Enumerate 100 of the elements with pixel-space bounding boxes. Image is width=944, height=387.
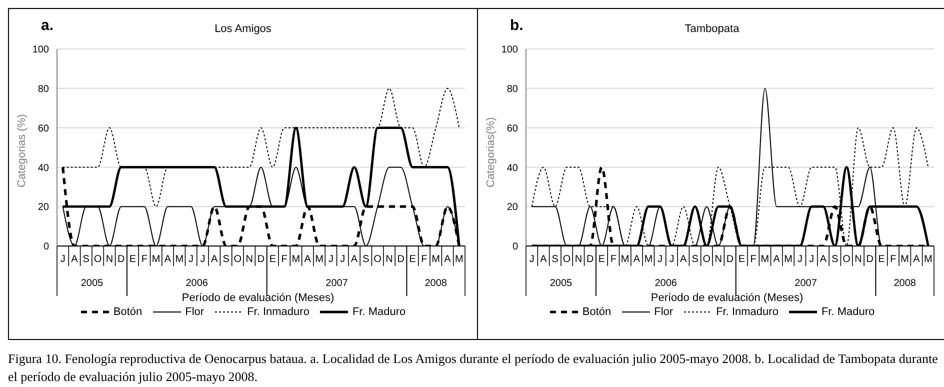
x-tick-label: F [141, 254, 148, 265]
x-tick-label: A [680, 254, 688, 265]
x-tick-label: A [350, 254, 358, 265]
legend-label: Fr. Inmaduro [246, 306, 310, 318]
y-axis-title: Categorias (%) [16, 114, 28, 188]
y-tick-label: 0 [43, 242, 50, 253]
x-tick-label: F [610, 254, 616, 265]
y-tick-label: 80 [506, 84, 518, 95]
text: 2008 [424, 278, 448, 289]
x-tick-label: A [633, 254, 640, 265]
y-tick-label: 100 [501, 44, 518, 56]
x-tick-label: S [362, 254, 370, 265]
y-axis-title: Categorias(%) [484, 117, 497, 188]
x-tick-label: M [900, 254, 910, 265]
x-tick-label: A [211, 254, 218, 265]
x-tick-label: M [620, 254, 630, 265]
x-axis-title: Período de evaluación (Meses) [650, 292, 804, 304]
x-tick-label: M [455, 254, 464, 265]
chart-title: Los Amigos [214, 23, 272, 35]
legend-label: Fr. Maduro [820, 306, 875, 318]
x-tick-label: J [658, 254, 663, 265]
text: Figura 10. Fenología reproductiva de Oenocarpus bataua. a. Localidad de Los Amigos durante el período de evaluación julio 2005-mayo 2008. b. Localidad de Tambopata durante el período de evaluación julio 2005-mayo 2008. [8, 350, 938, 386]
x-tick-label: J [188, 254, 194, 265]
x-tick-label: M [924, 254, 932, 265]
x-tick-label: E [409, 254, 416, 265]
x-tick-label: E [129, 254, 136, 265]
x-tick-label: D [257, 254, 265, 265]
legend-label: Botón [581, 306, 612, 318]
y-tick-label: 20 [38, 202, 50, 214]
x-tick-label: E [269, 254, 276, 265]
text: 2006 [654, 278, 678, 289]
x-tick-label: N [854, 254, 862, 265]
x-tick-label: A [304, 254, 312, 265]
x-tick-label: M [292, 254, 300, 265]
y-tick-label: 60 [506, 123, 518, 134]
x-tick-label: J [200, 254, 206, 265]
x-tick-label: F [281, 254, 288, 265]
x-tick-label: A [540, 254, 548, 265]
x-tick-label: J [60, 254, 66, 265]
x-tick-label: N [386, 254, 393, 265]
text: a. [41, 17, 54, 34]
x-tick-label: O [562, 254, 571, 265]
x-axis-title: Período de evaluación (Meses) [180, 292, 336, 304]
x-tick-label: J [669, 254, 674, 265]
x-tick-label: S [82, 254, 90, 265]
y-tick-label: 60 [38, 123, 50, 134]
x-tick-label: N [106, 254, 114, 265]
y-tick-label: 0 [512, 242, 518, 253]
text: 2007 [794, 278, 818, 289]
x-tick-label: A [773, 254, 780, 265]
x-tick-label: O [842, 254, 851, 265]
text: 2008 [894, 278, 916, 289]
x-tick-label: A [444, 254, 452, 265]
x-tick-label: A [820, 254, 827, 265]
x-tick-label: A [71, 254, 78, 265]
x-tick-label: J [809, 254, 814, 265]
x-tick-label: D [866, 254, 874, 265]
text: 2006 [186, 278, 208, 289]
text: b. [510, 17, 524, 34]
legend-label: Fr. Maduro [351, 306, 406, 318]
x-tick-label: J [529, 254, 534, 265]
text: 2005 [80, 278, 104, 289]
x-tick-label: D [397, 254, 405, 265]
x-tick-label: M [152, 254, 160, 265]
x-tick-label: S [692, 254, 699, 265]
x-tick-label: M [432, 254, 440, 265]
x-tick-label: S [222, 254, 230, 265]
x-tick-label: D [586, 254, 594, 265]
x-tick-label: E [878, 254, 886, 265]
x-tick-label: N [574, 254, 582, 265]
x-tick-label: J [340, 254, 346, 265]
text: 2005 [550, 278, 573, 289]
x-tick-label: N [714, 254, 722, 265]
x-tick-label: A [164, 254, 172, 265]
legend-label: Botón [112, 306, 142, 318]
x-tick-label: O [374, 254, 382, 265]
x-tick-label: F [750, 254, 756, 265]
x-tick-label: S [832, 254, 839, 265]
x-tick-label: J [328, 254, 334, 265]
x-tick-label: M [175, 254, 184, 265]
y-tick-label: 40 [38, 162, 50, 174]
x-tick-label: E [738, 254, 746, 265]
x-tick-label: M [760, 254, 770, 265]
y-tick-label: 80 [38, 84, 50, 95]
legend-label: Flor [184, 306, 204, 318]
x-tick-label: F [421, 254, 428, 265]
x-tick-label: O [234, 254, 242, 265]
x-tick-label: F [890, 254, 896, 265]
legend-label: Flor [653, 306, 674, 318]
x-tick-label: M [644, 254, 653, 265]
x-tick-label: A [913, 254, 920, 265]
x-tick-label: O [702, 254, 711, 265]
y-tick-label: 100 [32, 44, 50, 56]
y-tick-label: 40 [506, 162, 518, 174]
x-tick-label: S [552, 254, 559, 265]
y-tick-label: 20 [506, 202, 518, 214]
x-tick-label: M [784, 254, 792, 265]
x-tick-label: J [797, 254, 802, 265]
legend-label: Fr. Inmaduro [715, 306, 778, 318]
x-tick-label: M [315, 254, 324, 265]
